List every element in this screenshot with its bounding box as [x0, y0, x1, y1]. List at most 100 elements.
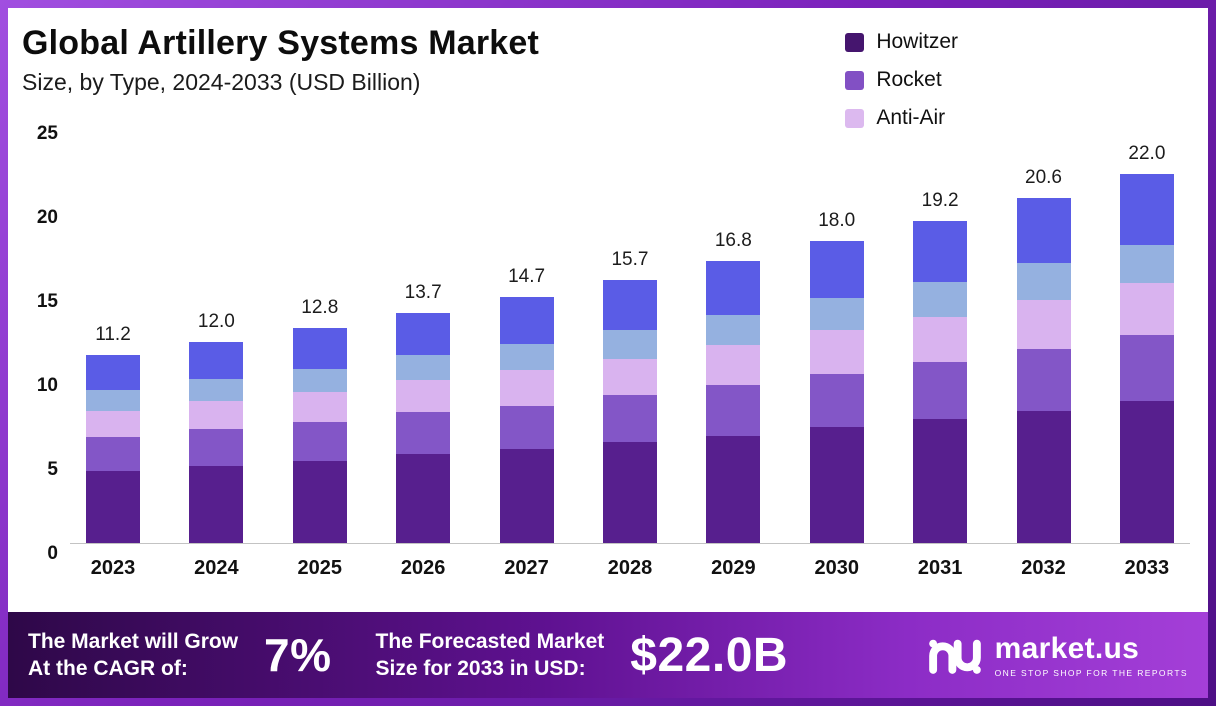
- bar-segment-rocket: [913, 361, 968, 419]
- bar-segment-rocket: [86, 437, 140, 471]
- bar-segment-anti-air: [86, 410, 140, 438]
- bar-segment-anti-air: [913, 316, 968, 362]
- bar-segment-anti-air: [292, 392, 347, 423]
- bar-segment-segment-4: [396, 355, 451, 381]
- bar-segment-rocket: [396, 412, 451, 455]
- bar-segment-segment-4: [292, 368, 347, 393]
- x-axis-label: 2024: [194, 556, 239, 579]
- y-axis-tick: 5: [47, 459, 58, 480]
- bar-segment-segment-4: [1016, 263, 1071, 300]
- bar-2028: 15.7: [595, 124, 665, 543]
- bar-stack: [913, 221, 968, 543]
- bar-total-label: 11.2: [95, 324, 131, 346]
- bar-2031: 19.2: [905, 124, 975, 543]
- bar-total-label: 22.0: [1128, 143, 1166, 165]
- bar-2026: 13.7: [388, 124, 458, 543]
- bar-stack: [1119, 174, 1174, 543]
- bar-segment-howitzer: [706, 435, 761, 543]
- legend-item-howitzer: Howitzer: [845, 30, 958, 54]
- bar-stack: [602, 279, 657, 543]
- bar-segment-segment-4: [189, 378, 244, 401]
- bar-stack: [706, 261, 761, 543]
- bar-segment-segment-5: [292, 328, 347, 369]
- x-axis-label: 2026: [400, 556, 446, 579]
- bar-segment-anti-air: [809, 330, 864, 374]
- x-axis-label: 2023: [90, 556, 136, 579]
- bar-segment-rocket: [292, 422, 347, 461]
- bar-segment-anti-air: [189, 400, 244, 430]
- bar-segment-howitzer: [189, 465, 244, 543]
- cagr-value: 7%: [264, 629, 332, 681]
- legend-swatch: [845, 70, 865, 90]
- bar-total-label: 19.2: [921, 190, 959, 212]
- x-axis-label: 2030: [814, 556, 859, 579]
- bar-segment-segment-5: [499, 296, 554, 344]
- bar-segment-segment-4: [499, 343, 554, 371]
- bar-segment-segment-5: [1119, 174, 1174, 245]
- bar-total-label: 16.8: [714, 230, 752, 252]
- bar-segment-howitzer: [292, 460, 347, 543]
- bar-stack: [189, 341, 244, 543]
- cagr-label-line1: The Market will Grow: [28, 629, 239, 653]
- bar-segment-howitzer: [602, 442, 657, 543]
- plot-area: 11.2 12.0 12.8 13.7 14.7 15.7 16.8 18.0 19.2 20.6…: [70, 124, 1190, 544]
- legend-swatch: [845, 108, 865, 128]
- bar-segment-segment-4: [602, 330, 657, 359]
- bar-segment-howitzer: [396, 454, 451, 543]
- chart-card: Global Artillery Systems Market Size, by…: [8, 8, 1208, 612]
- forecast-label-line1: The Forecasted Market: [375, 629, 605, 653]
- bar-2024: 12.0: [181, 124, 251, 543]
- bar-segment-segment-5: [86, 355, 140, 391]
- bar-segment-segment-5: [913, 221, 968, 282]
- bar-total-label: 15.7: [611, 248, 649, 270]
- bar-segment-segment-4: [86, 390, 140, 411]
- bar-segment-rocket: [499, 405, 554, 450]
- legend-swatch: [845, 32, 865, 52]
- bar-segment-segment-4: [1119, 244, 1174, 284]
- legend-label: Howitzer: [876, 30, 958, 53]
- y-axis-tick: 25: [36, 123, 58, 144]
- bar-segment-segment-5: [706, 261, 761, 316]
- chart-legend: Howitzer Rocket Anti-Air: [845, 30, 958, 130]
- y-axis: 0 5 10 15 20 25: [8, 123, 70, 564]
- chart-area: 0 5 10 15 20 25 11.2 12.0 12.8 13.7 14.7 15.7 16.8 1…: [8, 123, 1208, 592]
- x-axis-label: 2027: [504, 556, 549, 579]
- bar-segment-rocket: [1119, 335, 1174, 401]
- bar-segment-rocket: [189, 429, 244, 466]
- forecast-label-line2: Size for 2033 in USD:: [375, 657, 586, 680]
- bar-total-label: 20.6: [1025, 166, 1062, 188]
- x-axis: 2023 2024 2025 2026 2027 2028 2029 2030 2031 2032…: [70, 544, 1190, 592]
- bar-segment-rocket: [706, 385, 761, 436]
- chart-header: Global Artillery Systems Market Size, by…: [8, 8, 1208, 129]
- bar-2033: 22.0: [1112, 124, 1182, 543]
- y-axis-tick: 0: [47, 543, 58, 564]
- footer-banner: The Market will Grow At the CAGR of: 7% …: [8, 612, 1208, 698]
- bar-segment-segment-5: [396, 313, 451, 356]
- bar-segment-howitzer: [1016, 410, 1071, 543]
- bar-segment-howitzer: [913, 418, 968, 543]
- bar-segment-segment-5: [1016, 197, 1071, 264]
- bar-segment-anti-air: [602, 358, 657, 396]
- bar-total-label: 12.8: [301, 297, 339, 319]
- legend-item-anti-air: Anti-Air: [845, 106, 958, 130]
- bar-segment-segment-5: [602, 279, 657, 331]
- bar-segment-segment-4: [706, 315, 761, 346]
- bar-segment-rocket: [1016, 348, 1071, 411]
- bar-segment-rocket: [809, 373, 864, 428]
- x-axis-label: 2025: [297, 556, 343, 579]
- forecast-label: The Forecasted Market Size for 2033 in U…: [376, 628, 605, 683]
- legend-label: Anti-Air: [876, 106, 946, 129]
- bar-segment-segment-4: [809, 298, 864, 331]
- cagr-label: The Market will Grow At the CAGR of:: [28, 628, 238, 683]
- bar-total-label: 14.7: [508, 265, 546, 287]
- bar-2030: 18.0: [802, 124, 872, 543]
- bar-segment-anti-air: [1119, 283, 1174, 336]
- page-subtitle: Size, by Type, 2024-2033 (USD Billion): [22, 69, 421, 95]
- bar-segment-anti-air: [499, 370, 554, 406]
- bar-2029: 16.8: [698, 124, 768, 543]
- brand-logo: market.us ONE STOP SHOP FOR THE REPORTS: [927, 632, 1188, 678]
- y-axis-tick: 10: [36, 375, 58, 396]
- brand-text: market.us ONE STOP SHOP FOR THE REPORTS: [995, 632, 1188, 678]
- bar-stack: [396, 313, 451, 543]
